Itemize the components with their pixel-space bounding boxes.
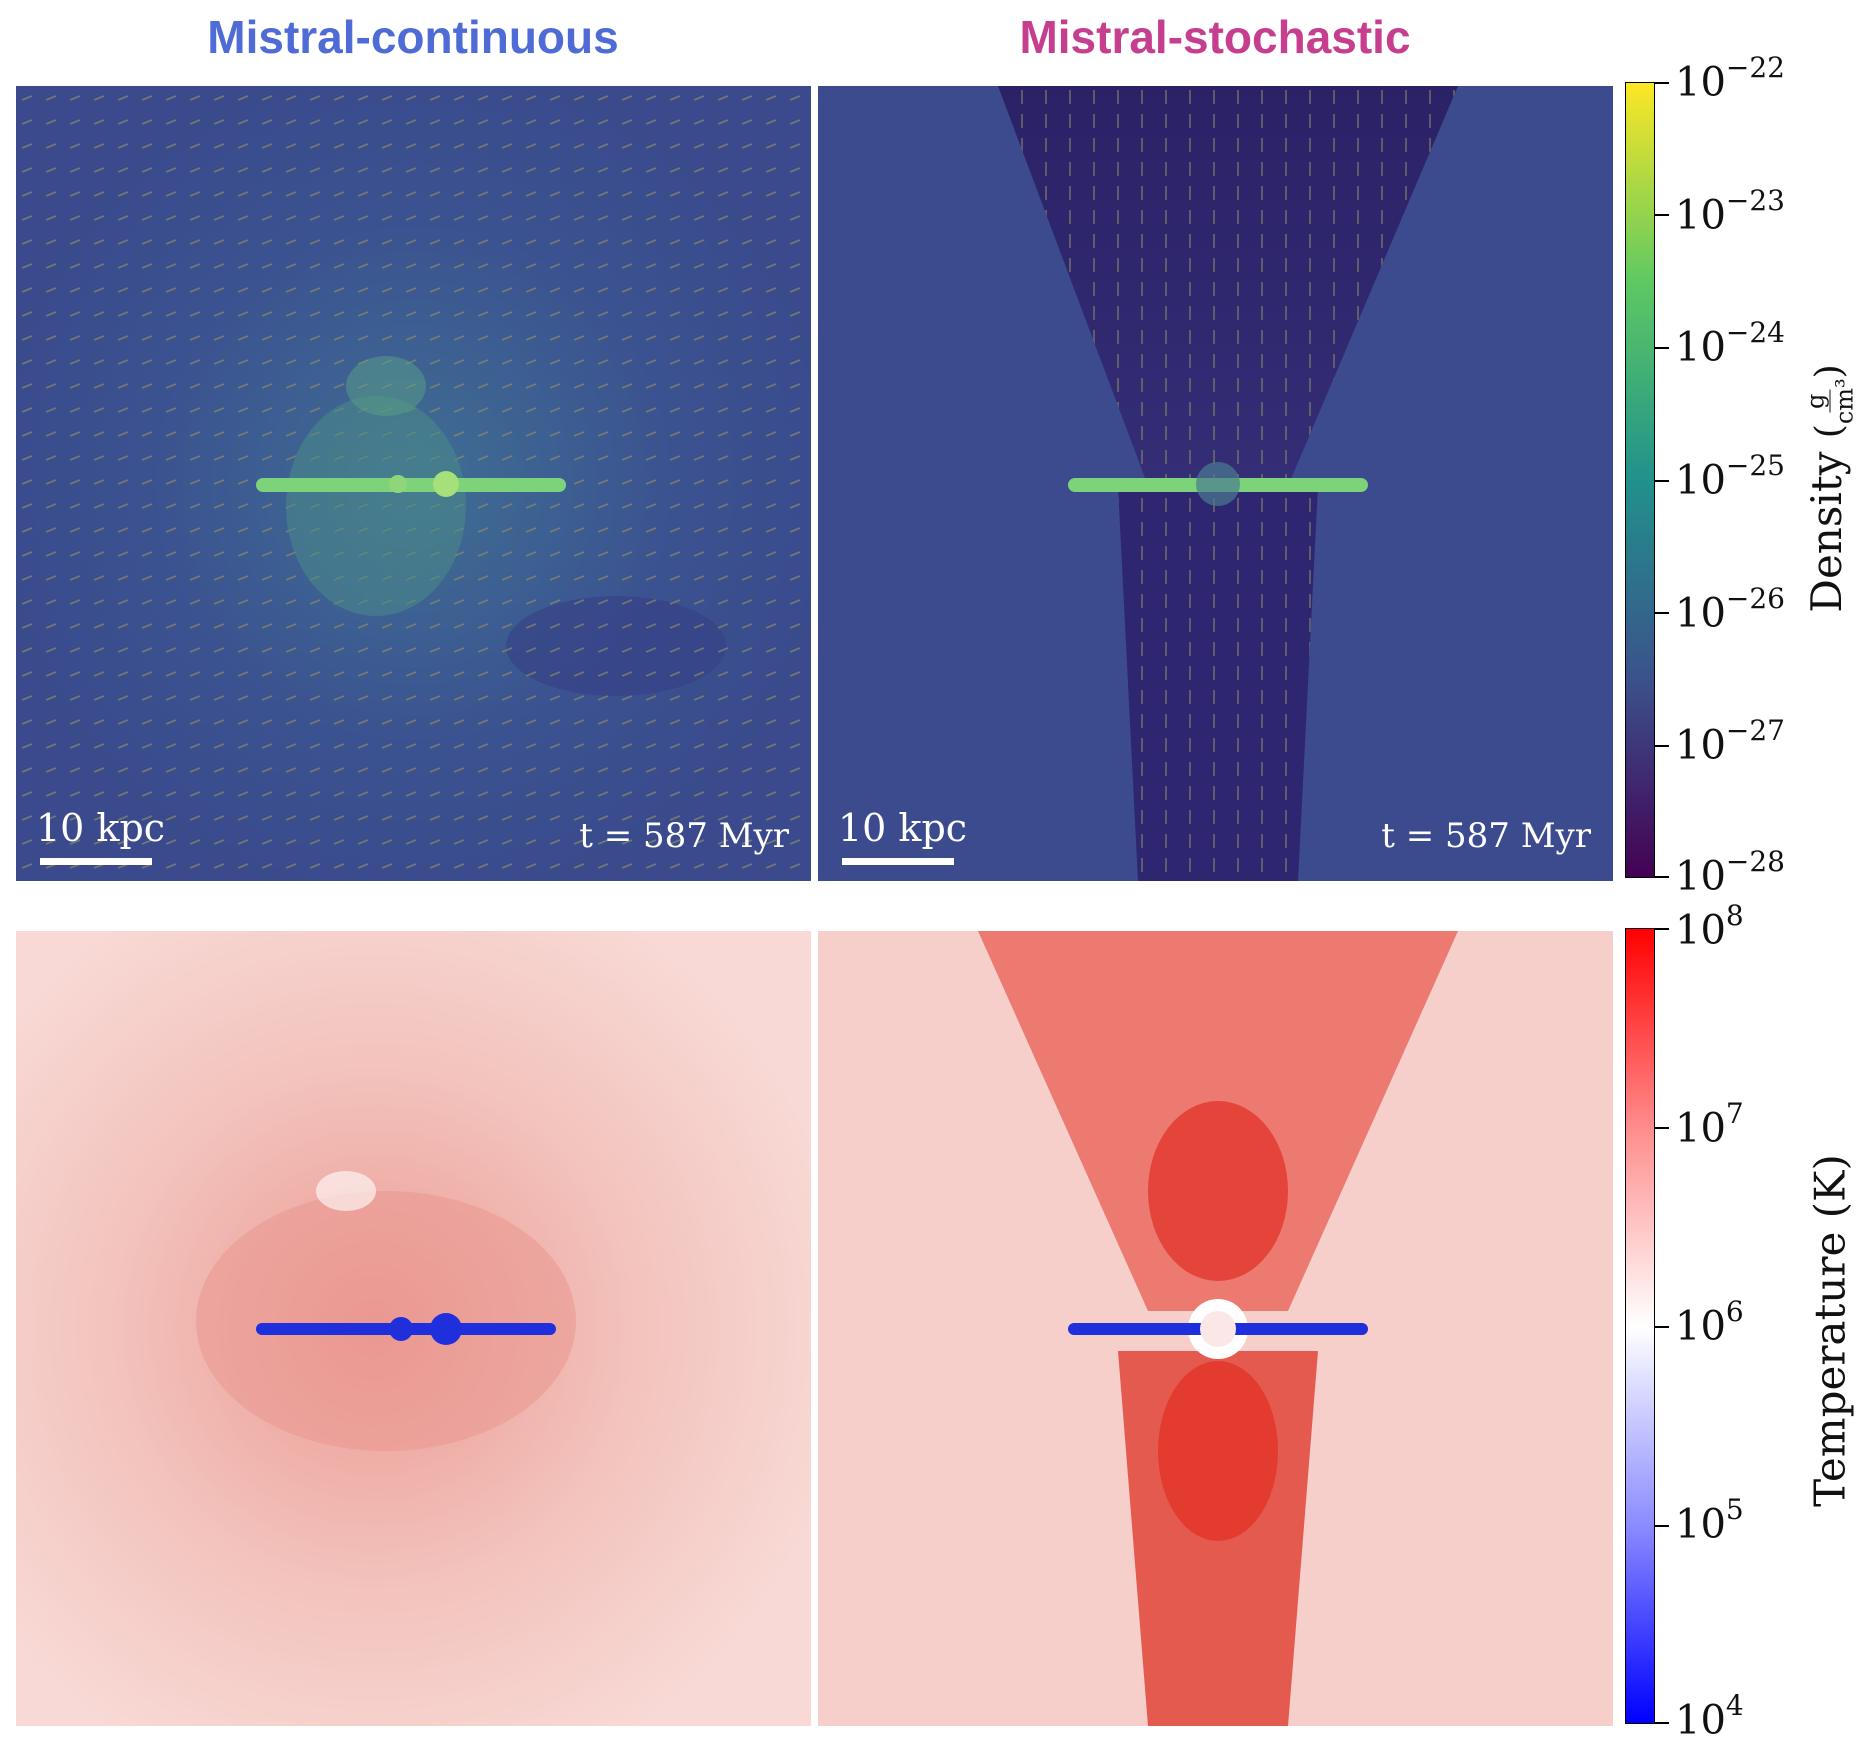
density-tick-label: 10−28 [1675, 845, 1785, 900]
density-tick-label: 10−27 [1675, 714, 1785, 769]
density-tick-label: 10−24 [1675, 316, 1785, 371]
density-panel-stochastic: 10 kpc t = 587 Myr [818, 86, 1613, 881]
temperature-colorbar [1625, 928, 1655, 1724]
density-panel-continuous: 10 kpc t = 587 Myr [16, 86, 811, 881]
galaxy-disk [256, 478, 566, 492]
left-column-title: Mistral-continuous [207, 11, 619, 63]
temperature-tick-label: 105 [1675, 1493, 1744, 1548]
temperature-panel-continuous [16, 931, 811, 1726]
time-label: t = 587 Myr [579, 816, 789, 856]
scale-label: 10 kpc [36, 806, 166, 850]
scale-label: 10 kpc [838, 806, 968, 850]
density-tick-label: 10−22 [1675, 51, 1785, 106]
temperature-map-stochastic [818, 931, 1613, 1726]
time-label: t = 587 Myr [1381, 816, 1591, 856]
density-tick-label: 10−25 [1675, 449, 1785, 504]
density-map-continuous [16, 86, 811, 881]
temperature-panel-stochastic [818, 931, 1613, 1726]
scale-bar: 10 kpc [838, 806, 968, 865]
density-colorbar [1625, 82, 1655, 878]
density-tick-label: 10−26 [1675, 582, 1785, 637]
right-column-title: Mistral-stochastic [1019, 11, 1411, 63]
density-colorbar-label: Density (g cm³) [1801, 364, 1859, 613]
temperature-colorbar-label: Temperature (K) [1805, 1154, 1855, 1507]
temperature-map-continuous [16, 931, 811, 1726]
scale-bar: 10 kpc [36, 806, 166, 865]
density-map-stochastic [818, 86, 1613, 881]
density-tick-label: 10−23 [1675, 184, 1785, 239]
temperature-tick-label: 106 [1675, 1295, 1744, 1350]
scale-line [40, 858, 152, 865]
temperature-tick-label: 108 [1675, 899, 1744, 954]
scale-line [842, 858, 954, 865]
temperature-tick-label: 104 [1675, 1689, 1744, 1744]
temperature-tick-label: 107 [1675, 1097, 1744, 1152]
